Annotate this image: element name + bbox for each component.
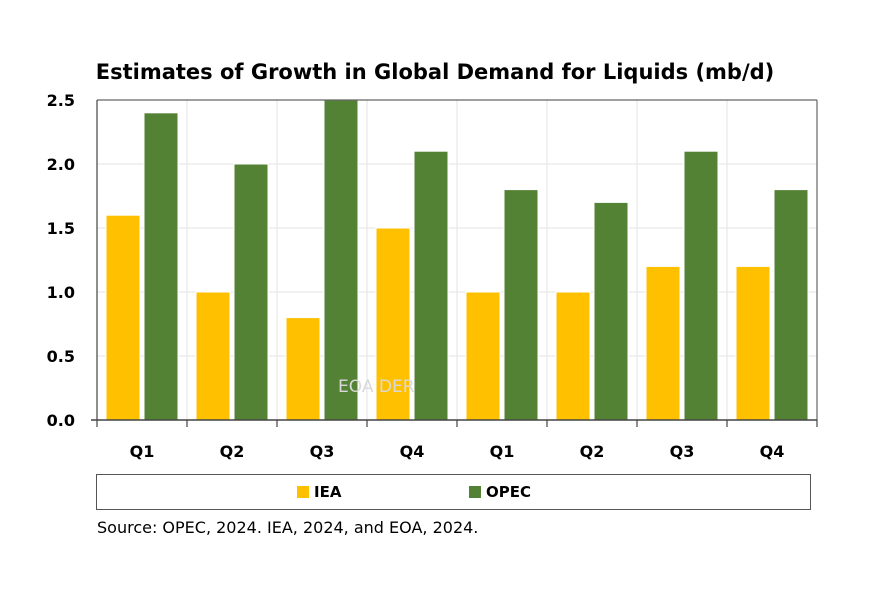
y-tick-label: 1.0 — [47, 283, 75, 302]
x-tick-label: Q2 — [220, 442, 245, 461]
x-tick-label: Q4 — [400, 442, 425, 461]
bar-iea — [105, 214, 141, 421]
y-tick-label: 0.5 — [47, 347, 75, 366]
bar-iea — [645, 265, 681, 421]
bar-opec — [323, 99, 359, 421]
bar-opec — [773, 189, 809, 421]
bar-opec — [503, 189, 539, 421]
y-tick-label: 0.0 — [47, 411, 75, 430]
x-tick-label: Q2 — [580, 442, 605, 461]
x-tick-label: Q3 — [310, 442, 335, 461]
legend-swatch-opec — [469, 486, 481, 498]
x-tick-label: Q1 — [490, 442, 515, 461]
x-tick-label: Q4 — [760, 442, 785, 461]
bar-opec — [233, 163, 269, 421]
bar-iea — [735, 265, 771, 421]
x-tick-label: Q1 — [130, 442, 155, 461]
chart-title: Estimates of Growth in Global Demand for… — [95, 60, 775, 84]
bar-opec — [413, 150, 449, 421]
y-tick-label: 2.5 — [47, 91, 75, 110]
watermark: EOA DER — [338, 377, 415, 397]
legend: IEA OPEC — [96, 474, 811, 510]
legend-item-opec: OPEC — [469, 483, 531, 501]
bar-opec — [683, 150, 719, 421]
bar-iea — [465, 291, 501, 421]
bar-iea — [195, 291, 231, 421]
bar-iea — [285, 317, 321, 421]
x-tick-label: Q3 — [670, 442, 695, 461]
legend-item-iea: IEA — [297, 483, 341, 501]
legend-swatch-iea — [297, 486, 309, 498]
y-tick-label: 2.0 — [47, 155, 75, 174]
bar-iea — [555, 291, 591, 421]
y-tick-label: 1.5 — [47, 219, 75, 238]
legend-label-iea: IEA — [314, 483, 342, 501]
bar-opec — [593, 201, 629, 421]
legend-label-opec: OPEC — [486, 483, 531, 501]
bar-opec — [143, 112, 179, 421]
source-note: Source: OPEC, 2024. IEA, 2024, and EOA, … — [97, 518, 479, 537]
